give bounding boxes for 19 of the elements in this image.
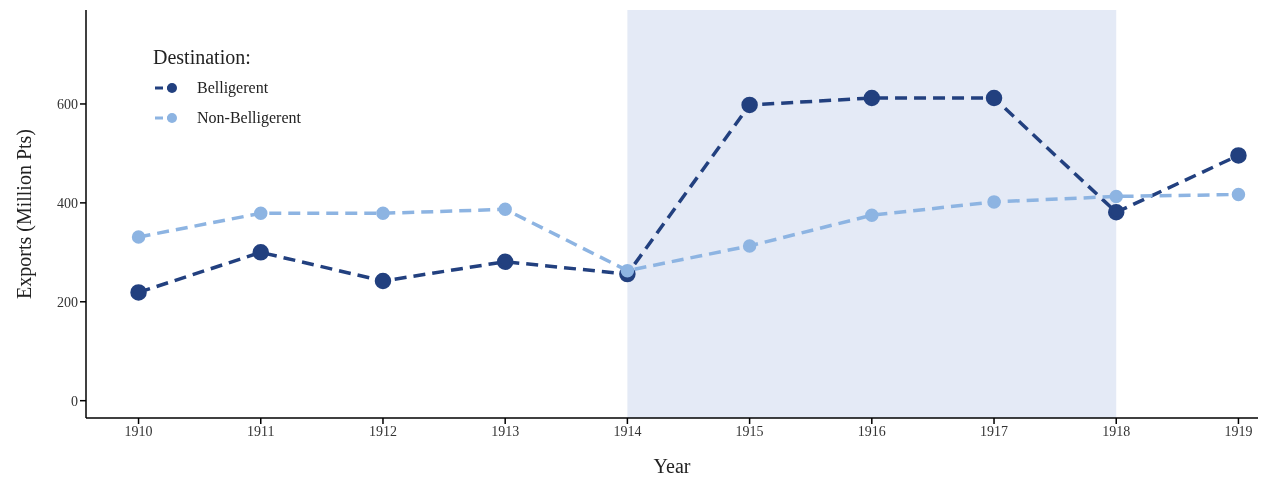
- x-tick-label: 1910: [124, 423, 153, 439]
- y-tick-label: 0: [71, 393, 78, 409]
- x-tick-label: 1915: [735, 423, 764, 439]
- x-tick-label: 1916: [857, 423, 886, 439]
- legend-label: Non-Belligerent: [197, 109, 301, 127]
- y-tick-label: 400: [57, 195, 78, 211]
- y-tick-label: 200: [57, 294, 78, 310]
- x-tick-label: 1914: [613, 423, 642, 439]
- x-tick-label: 1918: [1102, 423, 1131, 439]
- x-tick-label: 1911: [247, 423, 275, 439]
- x-tick-label: 1917: [980, 423, 1009, 439]
- x-axis-title: Year: [653, 455, 691, 477]
- y-axis-title: Exports (Million Pts): [13, 128, 37, 300]
- x-tick-label: 1919: [1224, 423, 1253, 439]
- x-tick-label: 1912: [368, 423, 397, 439]
- legend-title: Destination:: [153, 46, 252, 69]
- y-tick-label: 600: [57, 96, 78, 112]
- legend-label: Belligerent: [197, 79, 269, 97]
- x-tick-label: 1913: [491, 423, 520, 439]
